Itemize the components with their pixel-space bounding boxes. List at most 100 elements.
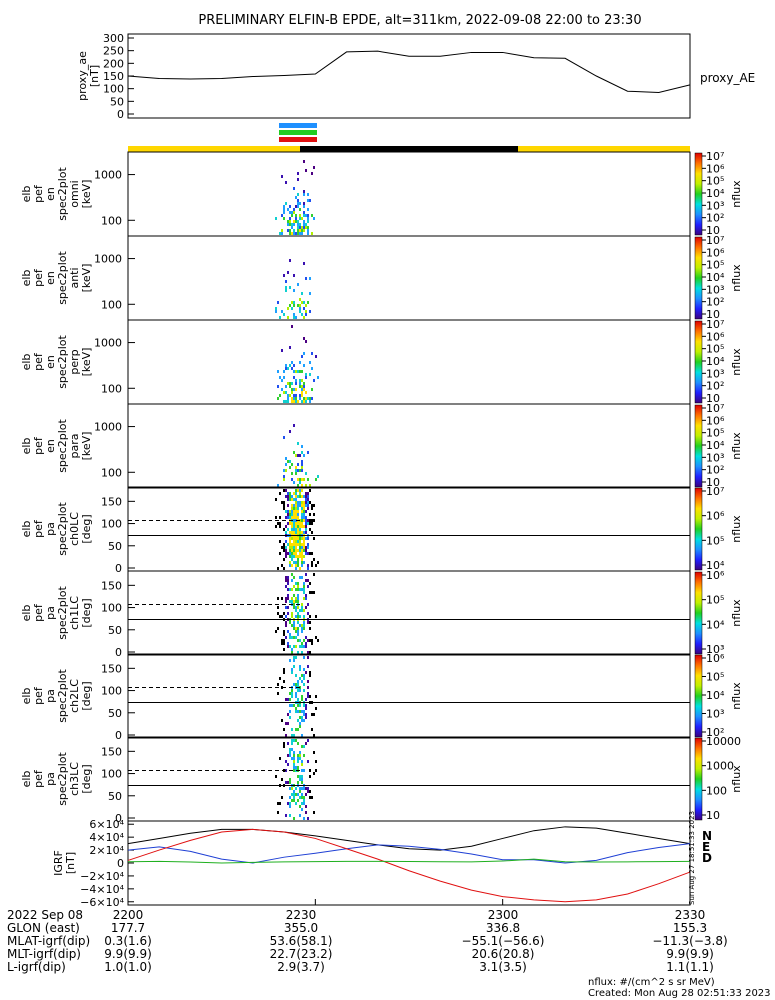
spectrogram-pixels [275, 739, 317, 820]
colorbar-label: nflux [730, 515, 743, 543]
spec-ylabel-line: elb [20, 771, 33, 788]
xaxis-row-value: 0.3(1.6) [104, 934, 152, 948]
igrf-ylabel-line: IGRF [52, 850, 65, 876]
spec-ylabel-line: spec2plot [56, 251, 69, 305]
colorbar-tick-label: 10³ [706, 367, 724, 380]
spec-ylabel-line: elb [20, 186, 33, 203]
spectrogram-pixels [275, 573, 319, 654]
spec-ytick-label: 100 [101, 602, 122, 615]
spec-ylabel-line: spec2plot [56, 167, 69, 221]
spec-ylabel-line: pa [44, 689, 57, 703]
colorbar-tick-label: 10² [706, 296, 724, 309]
spectrogram-pixels [275, 489, 319, 570]
igrf-ytick-label: −4×10⁴ [80, 883, 124, 896]
colorbar-tick-label: 10⁴ [706, 355, 725, 368]
colorbar-tick-label: 10⁶ [706, 162, 725, 175]
colorbar-tick-label: 10⁵ [706, 594, 724, 607]
colorbar [694, 152, 703, 236]
xaxis-row-value: 2.9(3.7) [277, 960, 325, 974]
proxy-ae-ylabel-line: [nT] [88, 65, 101, 87]
spectrogram-pixels [277, 325, 319, 403]
spec-ylabel-line: pef [32, 436, 45, 455]
spec-ytick-label: 1000 [94, 421, 122, 434]
colorbar-tick-label: 10⁶ [706, 246, 725, 259]
xaxis-row-value: 9.9(9.9) [666, 947, 714, 961]
spec-ylabel: elb pef pa spec2plot ch3LC [deg] [20, 752, 93, 806]
colorbar-tick-label: 10⁵ [706, 259, 724, 272]
colorbar [694, 654, 703, 738]
spec-ytick-label: 150 [101, 495, 122, 508]
xaxis-row-value: 2330 [675, 908, 706, 922]
spec-ylabel-line: pef [32, 686, 45, 705]
spec-ylabel-line: pa [44, 772, 57, 786]
spec-ytick-label: 50 [108, 624, 122, 637]
igrf-ylabel-line: [nT] [64, 852, 77, 874]
colorbar-tick-label: 10⁷ [706, 150, 724, 163]
colorbar [694, 571, 703, 655]
spec-ytick-label: 0 [115, 562, 122, 575]
colorbar-label-text: nflux [730, 180, 743, 208]
spec-ytick-label: 1000 [94, 169, 122, 182]
xaxis-row-value: 155.3 [673, 921, 707, 935]
spec-ylabel-line: [deg] [80, 514, 93, 543]
proxy-ae-ytick-label: 250 [103, 45, 124, 58]
spec-ylabel-line: pef [32, 352, 45, 371]
colorbar [694, 737, 703, 821]
spec-ylabel: elb pef en spec2plot anti [keV] [20, 251, 93, 305]
colorbar-label: nflux [730, 180, 743, 208]
xaxis-row-value: 355.0 [284, 921, 318, 935]
spec-ytick-label: 100 [101, 466, 122, 479]
colorbar-label-text: nflux [730, 348, 743, 376]
spec-ylabel-line: pa [44, 606, 57, 620]
spec-ylabel-line: para [68, 434, 81, 459]
xaxis-row-value: 2200 [113, 908, 144, 922]
spec-ylabel-line: anti [68, 267, 81, 288]
spec-ylabel: elb pef pa spec2plot ch2LC [deg] [20, 669, 93, 723]
xaxis-row-value: 2230 [286, 908, 317, 922]
spec-ylabel-line: ch2LC [68, 679, 81, 713]
colorbar-label: nflux [730, 264, 743, 292]
colorbar-tick-label: 10² [706, 726, 724, 739]
colorbar-tick-label: 10⁷ [706, 402, 724, 415]
colorbar-label: nflux [730, 765, 743, 793]
spec-ylabel-line: spec2plot [56, 335, 69, 389]
spec-ylabel-line: pa [44, 522, 57, 536]
colorbar-tick-label: 10⁷ [706, 234, 724, 247]
spec-ylabel-line: [deg] [80, 681, 93, 710]
spectrogram-pixels [277, 656, 317, 737]
colorbar-tick-label: 10⁶ [706, 330, 725, 343]
shadow-bar [300, 146, 518, 152]
xaxis-row-value: 22.7(23.2) [270, 947, 333, 961]
proxy-ae-legend: proxy_AE [700, 71, 755, 85]
colorbar-tick-label: 10⁶ [706, 510, 725, 523]
spec-ylabel: elb pef en spec2plot para [keV] [20, 419, 93, 473]
flag-green-bar [279, 130, 317, 135]
colorbar-tick-label: 10⁴ [706, 689, 725, 702]
xaxis-row-value: 2300 [488, 908, 519, 922]
spec-ylabel: elb pef en spec2plot omni [keV] [20, 167, 93, 221]
colorbar-tick-label: 10⁵ [706, 343, 724, 356]
spec-panel-frame [127, 736, 691, 822]
spec-ytick-label: 1000 [94, 337, 122, 350]
proxy-ae-ytick-label: 200 [103, 57, 124, 70]
xaxis-row-value: −55.1(−56.6) [462, 934, 545, 948]
colorbar-tick-label: 10 [706, 392, 720, 405]
igrf-ytick-label: 6×10⁴ [89, 818, 124, 831]
colorbar [694, 236, 703, 320]
igrf-legend-N: N [702, 829, 712, 843]
footer-created: Created: Mon Aug 28 02:51:33 2023 [588, 988, 771, 999]
colorbar-label-text: nflux [730, 682, 743, 710]
spec-ylabel-line: elb [20, 521, 33, 538]
spec-ytick-label: 50 [108, 540, 122, 553]
xaxis-row-value: −11.3(−3.8) [652, 934, 727, 948]
spec-ylabel-line: spec2plot [56, 419, 69, 473]
colorbar-label: nflux [730, 348, 743, 376]
spec-ytick-label: 150 [101, 745, 122, 758]
colorbar-label-text: nflux [730, 599, 743, 627]
xaxis-row-value: 9.9(9.9) [104, 947, 152, 961]
igrf-ytick-label: −2×10⁴ [80, 870, 124, 883]
colorbar-tick-label: 10³ [706, 283, 724, 296]
igrf-series-H [127, 858, 691, 864]
spec-ytick-label: 100 [101, 214, 122, 227]
colorbar-tick-label: 10⁵ [706, 534, 724, 547]
